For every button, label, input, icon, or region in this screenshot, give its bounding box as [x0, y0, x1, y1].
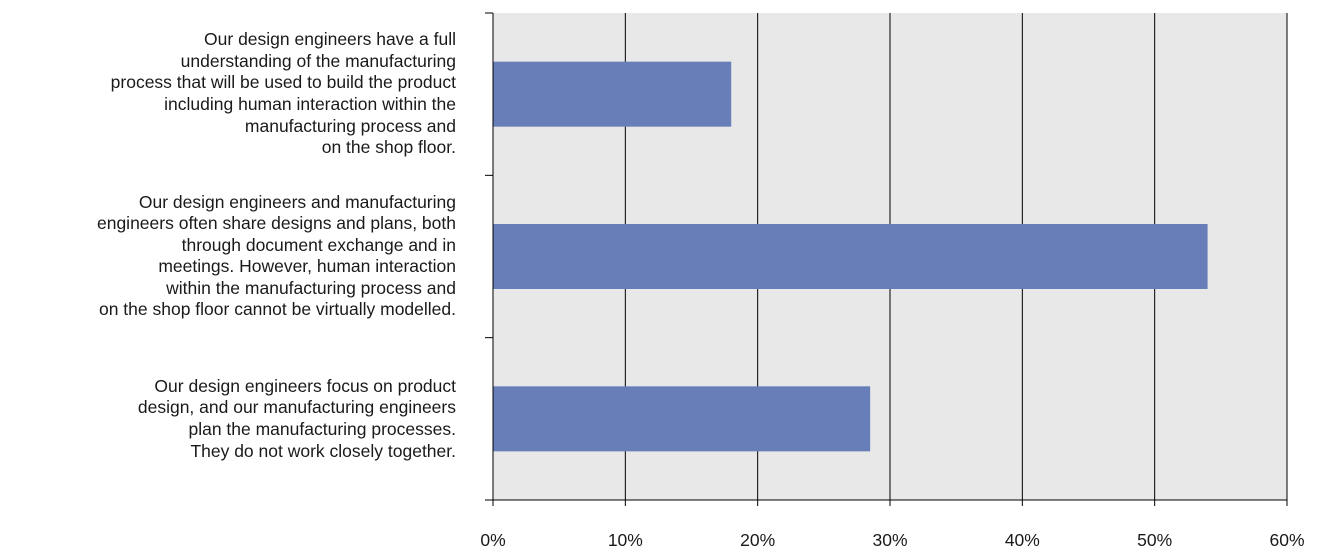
x-tick-label: 10% [608, 530, 643, 550]
x-tick-label: 60% [1269, 530, 1304, 550]
category-label: Our design engineers focus on product de… [137, 375, 456, 461]
x-tick-label: 30% [872, 530, 907, 550]
x-tick-label: 50% [1137, 530, 1172, 550]
x-tick-label: 40% [1005, 530, 1040, 550]
bar [493, 61, 732, 127]
x-tick-label: 20% [740, 530, 775, 550]
bars [493, 61, 1208, 452]
axes [485, 12, 1287, 501]
x-tick-label: 0% [480, 530, 505, 550]
x-axis-tick-labels: 0% 10% 20% 30% 40% 50% 60% [480, 530, 1304, 550]
category-label: Our design engineers and manufacturing e… [96, 191, 456, 320]
category-label: Our design engineers have a full underst… [110, 29, 456, 158]
bar [493, 386, 871, 452]
bar [493, 224, 1208, 289]
